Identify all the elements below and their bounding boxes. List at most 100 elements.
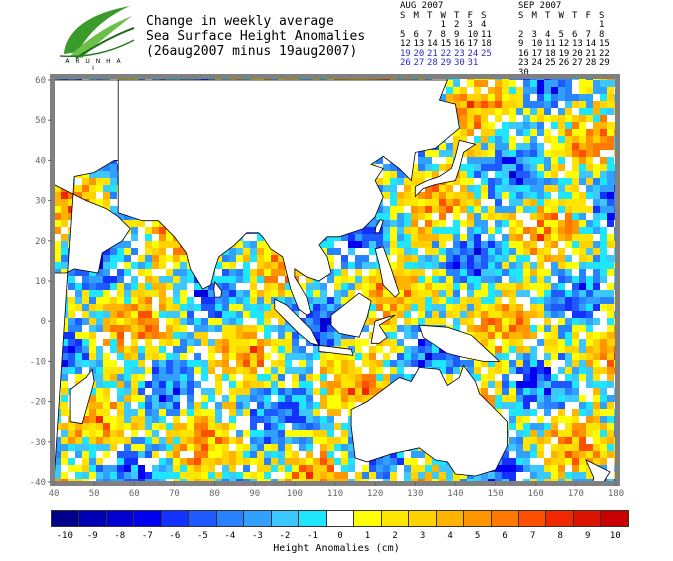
calendar-day: 8 <box>440 29 446 40</box>
latitude-tick-label: 0 <box>41 317 46 327</box>
longitude-tick-label: 80 <box>209 489 220 499</box>
borneo-land <box>330 292 372 338</box>
latitude-tick-label: -20 <box>30 398 46 408</box>
legend-tick-label: 9 <box>584 531 591 541</box>
latitude-tick-label: -10 <box>30 357 46 367</box>
legend-tick-label: 4 <box>447 531 453 541</box>
longitude-tick-label: 160 <box>528 489 544 499</box>
calendar-week-row: 16 17 18 19 20 21 22 <box>518 48 613 60</box>
calendar-weekday: S <box>400 10 406 21</box>
legend-tick-label: -4 <box>224 531 236 541</box>
calendar-weekday: T <box>454 10 460 21</box>
india-asia-land <box>117 79 460 316</box>
calendar-day: 17 <box>531 48 543 59</box>
philippines-land <box>374 246 400 298</box>
longitude-tick-label: 60 <box>129 489 140 499</box>
calendar-day: 4 <box>481 20 487 30</box>
calendar-day: 7 <box>585 29 591 40</box>
legend-swatch <box>189 511 217 526</box>
calendar-day: 10 <box>531 39 543 49</box>
calendar-august: AUG 2007 S M T W T F S 1 2 3 4 5 6 7 8 9 10 11 12 13 14 15 16 17… <box>400 1 495 69</box>
legend-tick-label: -2 <box>279 531 291 541</box>
calendar-day: 13 <box>572 39 583 49</box>
legend-swatch <box>52 511 80 526</box>
latitude-tick-label: 20 <box>35 237 46 247</box>
calendar-day: 11 <box>481 29 492 40</box>
calendar-weekday: F <box>585 10 591 21</box>
latitude-tick-label: 30 <box>35 197 46 207</box>
calendar-day: 14 <box>585 39 597 49</box>
legend-swatch <box>161 511 190 526</box>
calendar-month-label: SEP 2007 <box>518 1 562 11</box>
calendar-day: 24 <box>467 48 479 59</box>
calendar-weekday: S <box>518 10 524 21</box>
calendar-day: 19 <box>400 48 411 59</box>
legend-swatch <box>381 511 410 526</box>
legend-swatch <box>106 511 135 526</box>
legend-tick-label: -6 <box>169 531 181 541</box>
calendar-day: 2 <box>518 29 524 40</box>
calendar-day: 20 <box>572 48 583 59</box>
legend-swatch <box>134 511 162 526</box>
longitude-tick-label: 70 <box>169 489 180 499</box>
calendar-day: 8 <box>599 29 605 40</box>
calendar-day: 11 <box>545 39 556 49</box>
calendar-day: 25 <box>545 58 556 68</box>
calendar-weekday: M <box>531 10 537 21</box>
calendar-day: 22 <box>599 48 610 59</box>
calendar-weekday: S <box>599 10 605 21</box>
calendar-day: 29 <box>440 58 452 68</box>
legend-swatch <box>409 511 437 526</box>
logo-caption: A R U N H A I <box>65 58 123 72</box>
calendar-month-label: AUG 2007 <box>400 1 444 11</box>
legend-tick-labels: -10 -9 -8 -7 -6 -5 -4 -3 -2 -1 0 1 2 3 4 5 6 7 8 9 10 <box>51 531 629 543</box>
calendar-day: 30 <box>454 58 465 68</box>
calendar-day: 5 <box>400 29 406 40</box>
sea-surface-height-map: 40 50 60 70 80 90 100 110 120 130 140 150 160 170 1806… <box>30 74 624 499</box>
legend-tick-label: -8 <box>114 531 126 541</box>
calendar-day: 6 <box>572 29 578 40</box>
legend-tick-label: 5 <box>474 531 481 541</box>
calendar-weekday: F <box>467 10 473 21</box>
legend-tick-label: -1 <box>307 531 318 541</box>
latitude-tick-label: 50 <box>35 116 46 126</box>
new-guinea-land <box>418 324 501 362</box>
sumatra-land <box>274 298 320 346</box>
calendar-day: 17 <box>467 39 479 49</box>
calendar-day: 30 <box>518 67 529 78</box>
chart-title: Change in weekly average Sea Surface Hei… <box>146 14 365 59</box>
legend-tick-label: -10 <box>56 531 73 541</box>
calendar-day: 1 <box>440 20 446 30</box>
calendar-week-row: 12 13 14 15 16 17 18 <box>400 39 495 50</box>
new-zealand-land <box>585 459 611 482</box>
title-line-1: Change in weekly average <box>146 14 334 29</box>
legend-title: Height Anomalies (cm) <box>273 543 400 554</box>
color-legend <box>51 510 629 527</box>
title-line-3: (26aug2007 minus 19aug2007) <box>146 44 358 59</box>
latitude-tick-label: -40 <box>30 478 46 488</box>
longitude-tick-label: 140 <box>447 489 463 499</box>
legend-tick-label: -5 <box>196 531 208 541</box>
calendar-september: SEP 2007 S M T W T F S 1 2 3 4 5 6 7 8 9 10 11 12 13 14 15 16 17… <box>518 1 613 78</box>
calendar-weekday: T <box>427 10 433 21</box>
calendar-week-row: 26 27 28 29 30 31 <box>400 58 495 69</box>
calendar-day: 21 <box>585 48 597 59</box>
latitude-tick-label: 40 <box>35 156 46 166</box>
calendar-day: 27 <box>572 58 583 68</box>
calendar-day: 15 <box>599 39 610 49</box>
calendar-day: 31 <box>467 58 479 68</box>
sulawesi-land <box>370 314 396 344</box>
legend-swatch <box>546 511 574 526</box>
calendar-day: 26 <box>400 58 411 68</box>
calendar-day: 7 <box>427 29 433 40</box>
longitude-tick-label: 90 <box>249 489 260 499</box>
calendar-weekday: S <box>481 10 487 21</box>
legend-tick-label: 7 <box>529 531 536 541</box>
calendar-weekday: W <box>558 10 564 21</box>
legend-swatch <box>354 511 382 526</box>
longitude-tick-label: 40 <box>49 489 60 499</box>
calendar-day: 6 <box>413 29 419 40</box>
longitude-tick-label: 180 <box>608 489 624 499</box>
